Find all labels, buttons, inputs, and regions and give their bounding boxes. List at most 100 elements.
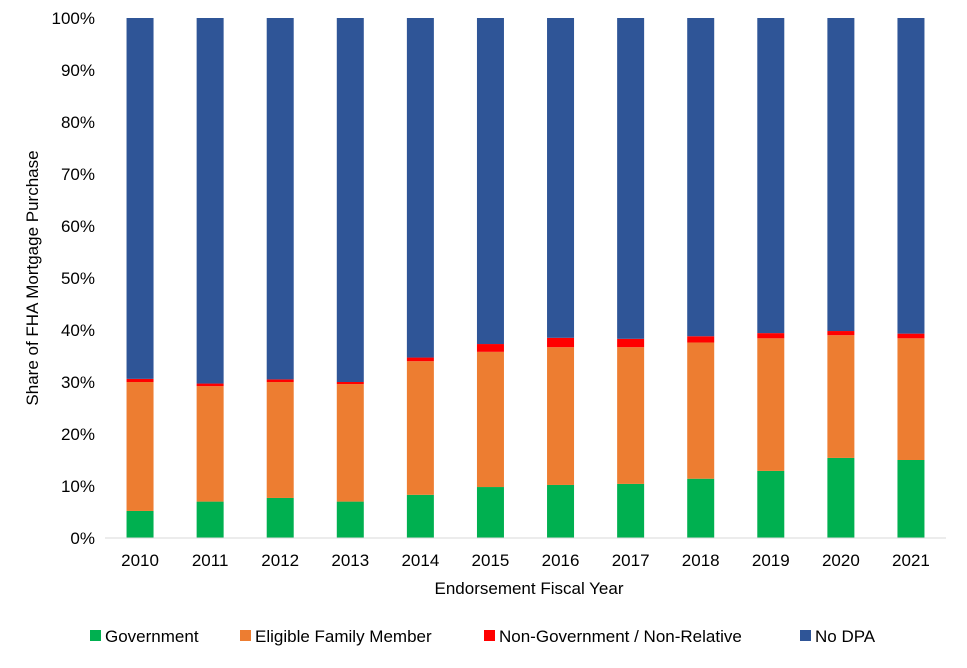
bar-stack-2021 [897, 18, 925, 538]
bar-segment-government [336, 501, 364, 538]
bar-stack-2018 [687, 18, 715, 538]
bar-segment-no-dpa [266, 18, 294, 380]
bar-segment-government [617, 483, 645, 538]
bar-segment-non-government-non-relative [617, 338, 645, 348]
y-tick-label: 10% [61, 477, 95, 496]
y-axis-ticks: 0% 10% 20% 30% 40% 50% 60% 70% 80% 90% 100% [52, 9, 95, 548]
x-tick-label: 2018 [682, 551, 720, 570]
bar-segment-government [126, 510, 154, 538]
legend-swatch [90, 630, 101, 641]
bar-segment-non-government-non-relative [687, 336, 715, 343]
bar-segment-no-dpa [336, 18, 364, 382]
bar-segment-eligible-family-member [617, 347, 645, 484]
legend-item: No DPA [800, 627, 876, 646]
y-tick-label: 0% [70, 529, 95, 548]
bar-segment-eligible-family-member [196, 386, 224, 502]
y-tick-label: 70% [61, 165, 95, 184]
bar-segment-no-dpa [406, 18, 434, 358]
bar-segment-no-dpa [126, 18, 154, 379]
bar-segment-non-government-non-relative [196, 383, 224, 387]
x-tick-label: 2021 [892, 551, 930, 570]
bar-segment-eligible-family-member [687, 342, 715, 479]
bar-segment-government [266, 497, 294, 538]
x-tick-label: 2013 [331, 551, 369, 570]
y-tick-label: 80% [61, 113, 95, 132]
bar-segment-no-dpa [547, 18, 575, 338]
x-axis-ticks: 2010 2011 2012 2013 2014 2015 2016 2017 2018 2019… [121, 551, 930, 570]
bar-segment-eligible-family-member [897, 338, 925, 460]
bar-segment-no-dpa [617, 18, 645, 339]
bar-segment-non-government-non-relative [827, 331, 855, 336]
bar-segment-no-dpa [196, 18, 224, 384]
bar-segment-government [196, 501, 224, 538]
bar-segment-government [687, 478, 715, 538]
legend-label: No DPA [815, 627, 876, 646]
bars-group [126, 18, 925, 538]
bar-segment-eligible-family-member [126, 382, 154, 511]
bar-segment-non-government-non-relative [336, 382, 364, 385]
bar-stack-2016 [547, 18, 575, 538]
legend-item: Eligible Family Member [240, 627, 432, 646]
bar-segment-government [547, 484, 575, 538]
bar-segment-non-government-non-relative [547, 337, 575, 348]
x-tick-label: 2010 [121, 551, 159, 570]
y-tick-label: 30% [61, 373, 95, 392]
y-tick-label: 50% [61, 269, 95, 288]
y-tick-label: 100% [52, 9, 95, 28]
bar-segment-non-government-non-relative [897, 333, 925, 339]
x-tick-label: 2014 [401, 551, 439, 570]
legend-swatch [800, 630, 811, 641]
bar-segment-eligible-family-member [266, 382, 294, 498]
y-tick-label: 20% [61, 425, 95, 444]
legend-label: Eligible Family Member [255, 627, 432, 646]
x-axis-title: Endorsement Fiscal Year [435, 579, 624, 598]
y-axis-title: Share of FHA Mortgage Purchase [23, 150, 42, 405]
bar-segment-no-dpa [757, 18, 785, 334]
bar-segment-no-dpa [827, 18, 855, 332]
bar-stack-2020 [827, 18, 855, 538]
y-tick-label: 60% [61, 217, 95, 236]
bar-stack-2010 [126, 18, 154, 538]
bar-segment-non-government-non-relative [266, 379, 294, 382]
x-tick-label: 2016 [542, 551, 580, 570]
x-tick-label: 2012 [261, 551, 299, 570]
x-tick-label: 2011 [192, 551, 229, 570]
y-tick-label: 90% [61, 61, 95, 80]
y-tick-label: 40% [61, 321, 95, 340]
bar-segment-non-government-non-relative [126, 378, 154, 382]
x-tick-label: 2020 [822, 551, 860, 570]
bar-stack-2013 [336, 18, 364, 538]
x-tick-label: 2019 [752, 551, 790, 570]
legend-item: Government [90, 627, 199, 646]
legend: Government Eligible Family Member Non-Gove… [90, 627, 876, 646]
bar-stack-2014 [406, 18, 434, 538]
legend-label: Government [105, 627, 199, 646]
x-tick-label: 2017 [612, 551, 650, 570]
bar-segment-no-dpa [897, 18, 925, 334]
legend-swatch [484, 630, 495, 641]
legend-swatch [240, 630, 251, 641]
legend-label: Non-Government / Non-Relative [499, 627, 742, 646]
bar-segment-government [476, 487, 504, 538]
bar-segment-eligible-family-member [476, 351, 504, 488]
bar-segment-eligible-family-member [827, 335, 855, 458]
bar-stack-2017 [617, 18, 645, 538]
bar-segment-government [757, 470, 785, 538]
legend-item: Non-Government / Non-Relative [484, 627, 742, 646]
bar-segment-no-dpa [476, 18, 504, 345]
bar-segment-government [827, 457, 855, 538]
bar-stack-2019 [757, 18, 785, 538]
bar-segment-government [897, 460, 925, 538]
bar-segment-non-government-non-relative [406, 357, 434, 362]
bar-segment-eligible-family-member [336, 384, 364, 502]
bar-stack-2011 [196, 18, 224, 538]
bar-segment-eligible-family-member [547, 347, 575, 485]
bar-segment-non-government-non-relative [757, 333, 785, 339]
bar-stack-2015 [476, 18, 504, 538]
x-tick-label: 2015 [472, 551, 510, 570]
bar-segment-government [406, 494, 434, 538]
bar-segment-no-dpa [687, 18, 715, 337]
bar-segment-eligible-family-member [406, 361, 434, 495]
bar-stack-2012 [266, 18, 294, 538]
